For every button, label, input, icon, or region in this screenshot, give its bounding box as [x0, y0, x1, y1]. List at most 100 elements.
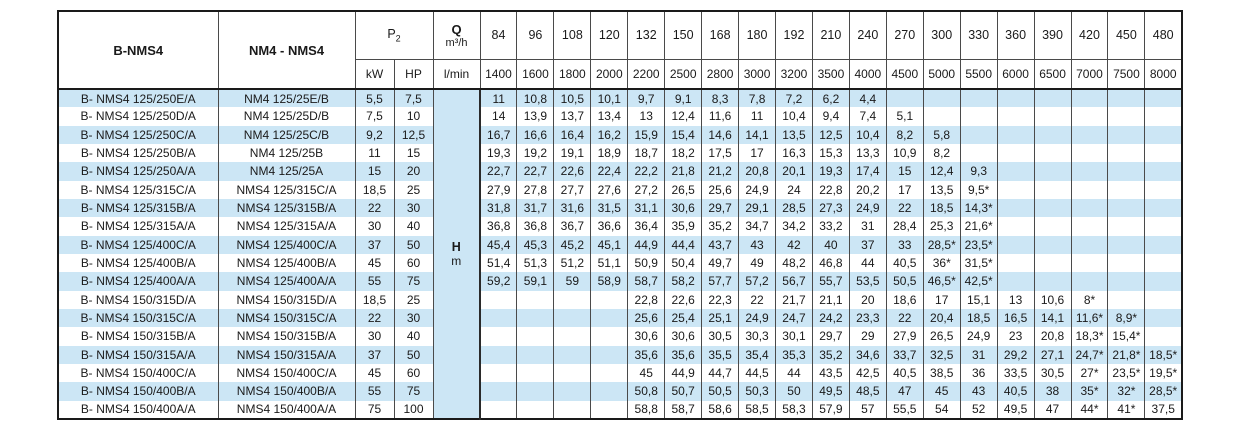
head-value-cell: 37 — [848, 235, 887, 254]
kw-cell: 30 — [354, 327, 395, 346]
head-value-cell: 57,7 — [701, 272, 740, 291]
head-value-cell: 31,5* — [959, 253, 998, 273]
b-model-cell: B- NMS4 125/250C/A — [57, 125, 219, 144]
head-value-cell — [1144, 235, 1183, 254]
head-value-cell: 42,5* — [959, 272, 998, 291]
head-value-cell: 10,4 — [775, 107, 813, 126]
flow-m3h-84: 84 — [479, 10, 518, 60]
head-value-cell — [553, 327, 592, 346]
head-value-cell: 13,9 — [516, 107, 555, 126]
hp-cell: 7,5 — [393, 89, 434, 108]
head-value-cell: 19,5* — [1144, 363, 1183, 383]
head-value-cell: 21,8* — [1107, 345, 1146, 364]
head-value-cell: 8,2 — [922, 143, 961, 163]
head-value-cell: 36,6 — [590, 217, 629, 236]
flow-m3h-132: 132 — [627, 10, 666, 60]
head-value-cell: 24 — [775, 180, 813, 199]
head-value-cell: 14,6 — [701, 125, 740, 144]
head-value-cell: 34,7 — [738, 217, 777, 236]
head-value-cell: 14 — [479, 107, 518, 126]
head-value-cell: 33,2 — [811, 217, 850, 236]
head-value-cell — [1033, 217, 1072, 236]
flow-m3h-420: 420 — [1070, 10, 1109, 60]
head-value-cell — [479, 345, 518, 364]
hp-cell: 50 — [393, 235, 434, 254]
table-row: B- NMS4 125/400B/A NMS4 125/400B/A 45 60 51,… — [57, 253, 1183, 273]
head-value-cell: 32,5 — [922, 345, 961, 364]
head-value-cell: 12,4 — [664, 107, 703, 126]
p2-subscript: 2 — [395, 33, 401, 44]
head-value-cell: 24,2 — [811, 308, 850, 328]
hp-cell: 40 — [393, 217, 434, 236]
head-value-cell: 49 — [738, 253, 777, 273]
head-value-cell: 36* — [922, 253, 961, 273]
head-value-cell: 22,6 — [664, 290, 703, 309]
b-model-cell: B- NMS4 150/400C/A — [57, 363, 219, 383]
head-value-cell: 22 — [738, 290, 777, 309]
head-value-cell — [1033, 253, 1072, 273]
head-value-cell — [959, 89, 998, 108]
table-row: B- NMS4 125/250C/A NM4 125/25C/B 9,2 12,5 16… — [57, 125, 1183, 144]
table-row: B- NMS4 150/400A/A NMS4 150/400A/A 75 100 58… — [57, 400, 1183, 419]
head-value-cell: 35,9 — [664, 217, 703, 236]
head-value-cell: 22 — [885, 198, 924, 218]
head-value-cell: 42 — [775, 235, 813, 254]
flow-lmin-5500: 5500 — [959, 58, 998, 90]
head-value-cell: 18,5* — [1144, 345, 1183, 364]
head-value-cell: 50,5 — [885, 272, 924, 291]
head-value-cell: 31 — [959, 345, 998, 364]
head-value-cell: 59 — [553, 272, 592, 291]
flow-lmin-3500: 3500 — [811, 58, 850, 90]
head-value-cell: 43,7 — [701, 235, 740, 254]
head-value-cell: 23 — [996, 327, 1035, 346]
head-value-cell: 27,2 — [627, 180, 666, 199]
head-value-cell: 15,4 — [664, 125, 703, 144]
head-value-cell: 5,1 — [885, 107, 924, 126]
head-value-cell — [1033, 180, 1072, 199]
head-value-cell — [1070, 125, 1109, 144]
head-value-cell — [1144, 125, 1183, 144]
q-symbol: Q — [451, 21, 462, 37]
head-value-cell: 43 — [959, 382, 998, 401]
head-value-cell — [1033, 198, 1072, 218]
head-value-cell — [479, 327, 518, 346]
head-value-cell: 28,5* — [1144, 382, 1183, 401]
head-value-cell: 7,4 — [848, 107, 887, 126]
head-value-cell: 58,6 — [701, 400, 740, 419]
head-value-cell — [1107, 217, 1146, 236]
head-value-cell: 18,9 — [590, 143, 629, 163]
hp-cell: 25 — [393, 180, 434, 199]
col-header-hp: HP — [393, 58, 434, 90]
col-header-p2: P2 — [354, 10, 434, 60]
head-value-cell — [1070, 235, 1109, 254]
head-value-cell: 54 — [922, 400, 961, 419]
head-value-cell: 40,5 — [996, 382, 1035, 401]
table-row: B- NMS4 125/250A/A NM4 125/25A 15 20 22,7 22,… — [57, 162, 1183, 181]
head-value-cell: 26,5 — [922, 327, 961, 346]
kw-cell: 45 — [354, 363, 395, 383]
head-value-cell: 19,3 — [811, 162, 850, 181]
flow-lmin-2200: 2200 — [627, 58, 666, 90]
head-value-cell: 35* — [1070, 382, 1109, 401]
head-value-cell: 44* — [1070, 400, 1109, 419]
head-value-cell — [996, 89, 1035, 108]
b-model-cell: B- NMS4 150/315D/A — [57, 290, 219, 309]
head-value-cell: 30,5 — [701, 327, 740, 346]
flow-m3h-390: 390 — [1033, 10, 1072, 60]
head-value-cell — [516, 345, 555, 364]
head-value-cell: 15,9 — [627, 125, 666, 144]
model-cell: NMS4 125/400A/A — [217, 272, 356, 291]
head-value-cell: 58,7 — [627, 272, 666, 291]
head-value-cell — [516, 290, 555, 309]
head-symbol: H — [451, 240, 461, 254]
flow-lmin-7500: 7500 — [1107, 58, 1146, 90]
head-value-cell — [1070, 89, 1109, 108]
head-value-cell — [959, 107, 998, 126]
head-value-cell: 13 — [627, 107, 666, 126]
head-value-cell — [553, 363, 592, 383]
model-cell: NMS4 125/315A/A — [217, 217, 356, 236]
head-value-cell: 52 — [959, 400, 998, 419]
b-model-cell: B- NMS4 150/400B/A — [57, 382, 219, 401]
head-value-cell — [1107, 162, 1146, 181]
